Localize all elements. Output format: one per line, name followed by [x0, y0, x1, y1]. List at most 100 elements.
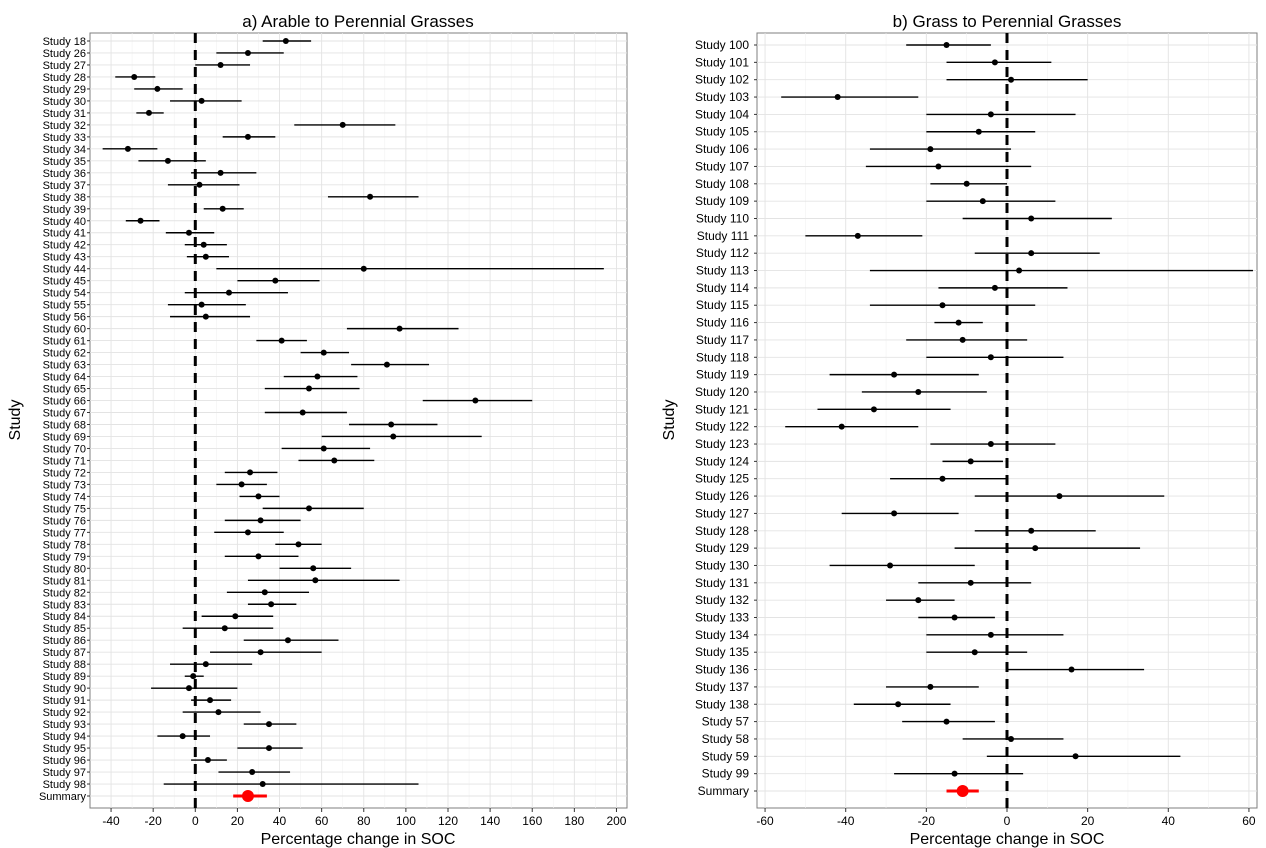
x-tick-label: -40 — [102, 814, 120, 828]
study-point-study-41 — [185, 229, 192, 236]
study-point-study-56 — [202, 313, 209, 320]
panel-b-marks — [781, 33, 1253, 808]
study-label-study-80: Study 80 — [43, 563, 86, 575]
x-tick-label: 140 — [480, 814, 500, 828]
study-point-study-121 — [870, 406, 877, 413]
study-point-study-61 — [278, 337, 285, 344]
study-point-study-80 — [310, 565, 317, 572]
panel-a-plot-area — [89, 32, 628, 809]
study-point-study-26 — [244, 49, 251, 56]
study-point-study-126 — [1056, 493, 1063, 500]
study-label-study-44: Study 44 — [43, 264, 86, 276]
x-tick-label: 60 — [1242, 814, 1256, 828]
study-label-study-115: Study 115 — [696, 298, 749, 312]
study-label-study-83: Study 83 — [43, 599, 86, 611]
study-label-summary: Summary — [39, 791, 87, 803]
study-point-study-18 — [282, 38, 289, 44]
study-point-study-28 — [131, 73, 138, 80]
x-tick-label: 120 — [438, 814, 458, 828]
study-point-study-74 — [255, 493, 262, 500]
study-label-summary: Summary — [698, 784, 749, 798]
study-label-study-99: Study 99 — [702, 767, 750, 781]
study-label-study-68: Study 68 — [43, 419, 86, 431]
study-point-study-79 — [255, 553, 262, 560]
study-point-study-67 — [299, 409, 306, 416]
study-label-study-135: Study 135 — [695, 645, 749, 659]
study-point-study-124 — [967, 458, 974, 465]
study-point-study-134 — [987, 631, 994, 638]
study-point-study-117 — [959, 336, 966, 343]
study-label-study-107: Study 107 — [695, 159, 749, 173]
panel-b-y-axis-label: Study — [661, 400, 678, 441]
x-tick-label: 0 — [192, 814, 199, 828]
study-point-study-92 — [215, 709, 222, 716]
study-label-study-131: Study 131 — [695, 576, 749, 590]
x-tick-label: 160 — [522, 814, 542, 828]
study-label-study-89: Study 89 — [43, 671, 86, 683]
study-label-study-82: Study 82 — [43, 587, 86, 599]
study-label-study-124: Study 124 — [695, 454, 749, 468]
study-point-study-113 — [1016, 267, 1023, 274]
study-point-study-43 — [202, 253, 209, 260]
study-point-study-100 — [943, 42, 950, 48]
study-label-study-113: Study 113 — [696, 264, 749, 278]
study-point-study-136 — [1068, 666, 1075, 673]
x-tick-label: 20 — [1081, 814, 1095, 828]
study-label-study-62: Study 62 — [43, 348, 86, 360]
study-label-study-100: Study 100 — [695, 38, 749, 52]
study-label-study-65: Study 65 — [43, 384, 86, 396]
study-label-study-73: Study 73 — [43, 479, 86, 491]
panel-a-marks — [102, 33, 604, 808]
study-label-study-129: Study 129 — [695, 541, 749, 555]
study-label-study-103: Study 103 — [695, 90, 749, 104]
study-label-study-76: Study 76 — [43, 515, 86, 527]
study-label-study-133: Study 133 — [695, 611, 749, 625]
study-point-study-42 — [200, 241, 207, 248]
study-label-study-137: Study 137 — [695, 680, 749, 694]
study-point-study-93 — [266, 721, 272, 728]
study-label-study-29: Study 29 — [43, 84, 86, 96]
study-point-study-116 — [955, 319, 962, 326]
x-tick-label: -40 — [837, 814, 855, 828]
x-tick-label: 100 — [396, 814, 416, 828]
study-label-study-104: Study 104 — [695, 107, 749, 121]
study-label-study-30: Study 30 — [43, 96, 86, 108]
study-point-study-125 — [939, 475, 946, 482]
panel-a: -40 -20 0 20 40 60 80 100 120 140 160 180 200 Study … — [7, 12, 628, 848]
study-label-study-64: Study 64 — [43, 372, 86, 384]
study-point-study-103 — [834, 94, 841, 101]
study-label-study-59: Study 59 — [702, 749, 750, 763]
study-point-study-84 — [232, 613, 239, 620]
study-label-study-56: Study 56 — [43, 312, 86, 324]
study-label-study-37: Study 37 — [43, 180, 86, 192]
study-point-study-37 — [196, 181, 203, 188]
study-label-study-84: Study 84 — [43, 611, 86, 623]
study-point-study-40 — [137, 217, 144, 224]
study-point-study-132 — [915, 597, 922, 604]
study-label-study-127: Study 127 — [695, 506, 749, 520]
study-label-study-35: Study 35 — [43, 156, 86, 168]
study-label-study-27: Study 27 — [43, 60, 86, 72]
study-label-study-102: Study 102 — [695, 73, 749, 87]
study-point-study-63 — [383, 361, 390, 368]
study-point-study-81 — [312, 577, 319, 584]
study-label-study-132: Study 132 — [695, 593, 749, 607]
study-point-study-59 — [1072, 753, 1079, 760]
study-point-study-94 — [179, 733, 186, 740]
study-label-study-72: Study 72 — [43, 467, 86, 479]
study-label-study-18: Study 18 — [43, 36, 86, 48]
study-label-study-95: Study 95 — [43, 743, 86, 755]
study-label-study-63: Study 63 — [43, 360, 86, 372]
study-point-study-62 — [320, 349, 327, 356]
study-label-study-128: Study 128 — [695, 524, 749, 538]
study-point-study-33 — [244, 133, 251, 140]
study-label-study-69: Study 69 — [43, 431, 86, 443]
study-label-study-71: Study 71 — [43, 455, 86, 467]
study-point-study-105 — [975, 128, 982, 135]
study-label-study-85: Study 85 — [43, 623, 86, 635]
study-label-study-106: Study 106 — [695, 142, 749, 156]
study-point-study-73 — [238, 481, 245, 488]
study-label-study-122: Study 122 — [695, 420, 749, 434]
